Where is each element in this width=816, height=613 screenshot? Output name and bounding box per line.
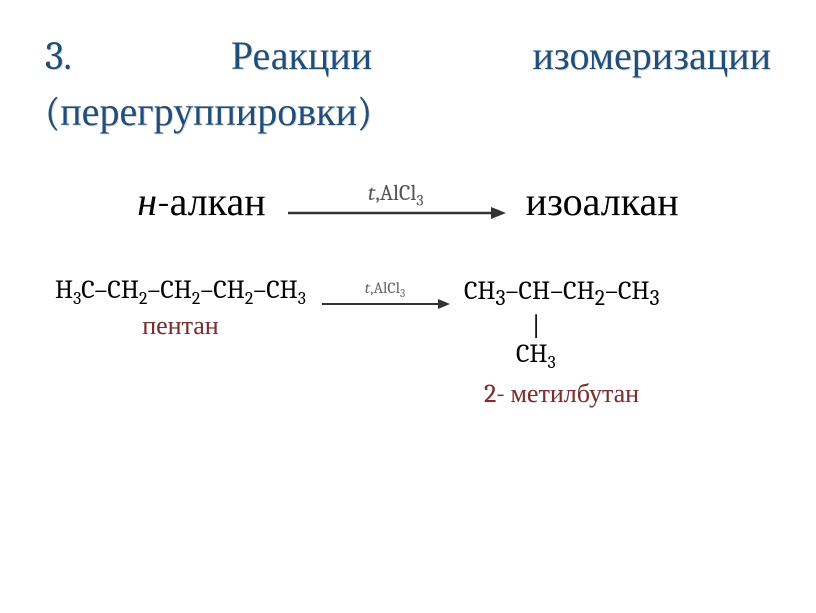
product-general: изоалкан bbox=[526, 178, 679, 225]
arrow-icon bbox=[286, 203, 506, 223]
pentane-label: пентан bbox=[142, 311, 219, 341]
product-line1: CH3–CH–CH2–CH3 bbox=[464, 275, 660, 313]
arrow-specific: t,AlCl3 bbox=[320, 279, 450, 312]
catalyst-compound: AlCl bbox=[380, 180, 417, 206]
reactant-general: н-алкан bbox=[137, 178, 265, 225]
heading-line2: (перегруппировки) bbox=[45, 86, 771, 138]
reactant-block: H3C–CH2–CH2–CH2–CH3 пентан bbox=[55, 275, 306, 341]
pentane-formula: H3C–CH2–CH2–CH2–CH3 bbox=[55, 275, 306, 309]
heading-word1: Реакции bbox=[231, 33, 372, 79]
product-branch: CH3 bbox=[464, 339, 556, 374]
product-block: CH3–CH–CH2–CH3 | CH3 2- метилбутан bbox=[464, 275, 660, 409]
product-label: 2- метилбутан bbox=[464, 379, 639, 409]
catalyst-compound2: AlCl bbox=[373, 279, 400, 297]
reactant-word: алкан bbox=[170, 179, 266, 225]
arrow-general: t,AlCl3 bbox=[286, 180, 506, 223]
general-reaction: н-алкан t,AlCl3 изоалкан bbox=[45, 178, 771, 225]
product-bond: | bbox=[464, 313, 540, 339]
heading-line1: 3. Реакции изомеризации bbox=[45, 30, 771, 82]
heading-word2: изомеризации bbox=[533, 33, 771, 79]
reactant-prefix: н- bbox=[137, 179, 169, 225]
slide-page: 3. Реакции изомеризации (перегруппировки… bbox=[0, 0, 816, 439]
arrow-icon-2 bbox=[320, 296, 450, 312]
specific-reaction: H3C–CH2–CH2–CH2–CH3 пентан t,AlCl3 CH3–C… bbox=[45, 275, 771, 409]
heading-number: 3. bbox=[45, 33, 70, 79]
